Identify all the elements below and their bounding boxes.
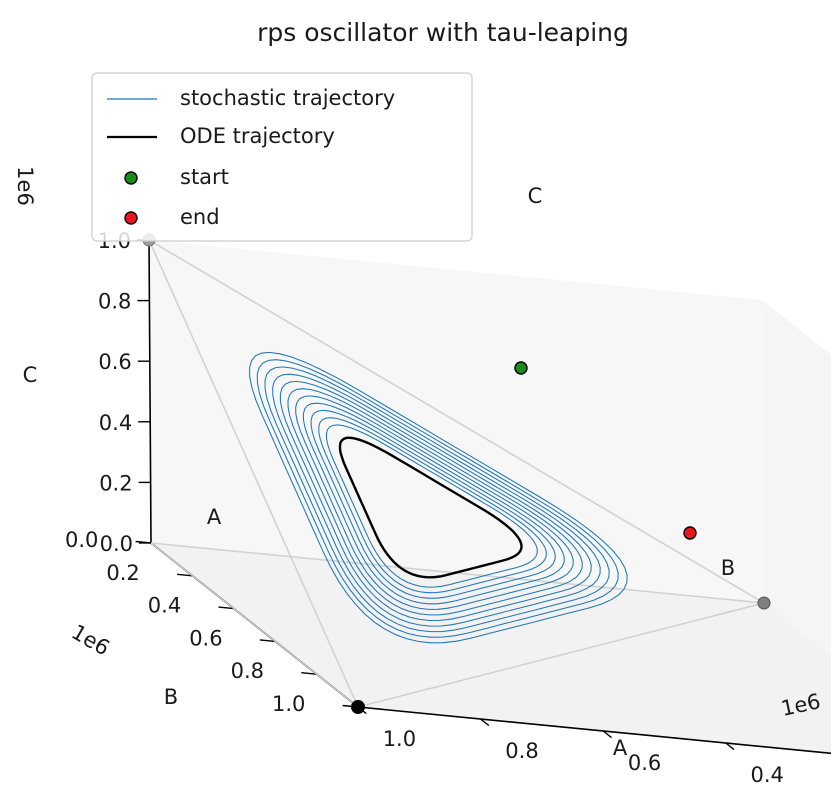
simplex-edge bbox=[150, 542, 359, 708]
axis-a-tick-label: 1.0 bbox=[383, 727, 416, 751]
axis-c-tick-label: 0.6 bbox=[98, 350, 131, 374]
axis-b-tick bbox=[301, 672, 317, 675]
axis-a-tick bbox=[725, 742, 735, 751]
axis-b-tick bbox=[259, 639, 276, 643]
legend-label-start: start bbox=[180, 165, 229, 189]
start-marker bbox=[514, 361, 528, 375]
axis-c-tick-label: 0.4 bbox=[99, 411, 132, 435]
axis-b-tick-label: 1.0 bbox=[272, 692, 305, 716]
vertex-marker-b bbox=[351, 700, 365, 714]
axis-line-c bbox=[148, 239, 152, 544]
end-marker bbox=[683, 526, 697, 540]
vertex-label-c: C bbox=[528, 184, 543, 208]
axis-a-label: A bbox=[613, 736, 628, 760]
stochastic-trajectory-loop bbox=[318, 417, 547, 594]
legend: stochastic trajectory ODE trajectory start… bbox=[91, 72, 473, 242]
axis-a-tick-label: 0.4 bbox=[750, 763, 783, 787]
axis-b-tick bbox=[177, 573, 193, 577]
simplex-triangle bbox=[142, 233, 771, 714]
axis-b-tick-label: 0.6 bbox=[189, 626, 222, 650]
floor-pane bbox=[151, 543, 831, 754]
axis-b-tick-label: 0.0 bbox=[65, 528, 98, 552]
back-pane-b bbox=[762, 300, 831, 657]
stochastic-trajectory-loop bbox=[264, 366, 610, 633]
vertex-label-a: A bbox=[207, 505, 222, 529]
stochastic-trajectory-loop bbox=[256, 359, 619, 638]
stochastic-trajectory-loop bbox=[302, 402, 565, 605]
stochastic-trajectory-loop bbox=[310, 409, 556, 599]
axis-b-tick-label: 0.4 bbox=[148, 594, 181, 618]
stochastic-trajectory-loop bbox=[295, 395, 574, 610]
simplex-edge bbox=[148, 239, 765, 604]
legend-label-ode: ODE trajectory bbox=[180, 124, 335, 148]
stochastic-trajectory-loop bbox=[249, 351, 628, 644]
axis-c-tick-label: 0.0 bbox=[100, 532, 133, 556]
legend-swatch-start bbox=[124, 171, 138, 185]
axis-a-tick-label: 0.6 bbox=[628, 751, 661, 775]
axis-b-offset: 1e6 bbox=[67, 620, 113, 661]
axis-b-tick bbox=[218, 606, 234, 610]
axis-b-tick-label: 0.2 bbox=[106, 561, 139, 585]
chart-title: rps oscillator with tau-leaping bbox=[257, 18, 629, 47]
series-layer bbox=[249, 351, 697, 644]
axis-c-label: C bbox=[23, 363, 38, 387]
axis-a-tick bbox=[480, 718, 490, 727]
simplex-edge bbox=[148, 239, 359, 708]
stochastic-trajectory-loop bbox=[272, 373, 601, 627]
axis-line-a bbox=[357, 706, 831, 755]
vertex-marker-a bbox=[757, 596, 771, 610]
ode-trajectory bbox=[338, 436, 523, 579]
axis-a-tick-label: 0.8 bbox=[505, 739, 538, 763]
axis-b-label: B bbox=[164, 685, 178, 709]
legend-label-stochastic: stochastic trajectory bbox=[180, 86, 395, 110]
vertex-label-b: B bbox=[721, 556, 735, 580]
axis-c-offset: 1e6 bbox=[13, 166, 37, 206]
legend-label-end: end bbox=[180, 205, 220, 229]
axis-c-tick-label: 0.2 bbox=[99, 471, 132, 495]
stochastic-trajectory-loop bbox=[287, 388, 583, 616]
stochastic-trajectory-loop bbox=[325, 424, 538, 588]
legend-swatch-end bbox=[124, 211, 138, 225]
text-layer: 0.00.20.40.60.81.00.00.20.40.60.81.00.00… bbox=[13, 18, 823, 787]
axis-c-tick-label: 0.8 bbox=[98, 290, 131, 314]
legend-box bbox=[91, 72, 473, 242]
axis-a-tick bbox=[602, 730, 612, 739]
axis-panes bbox=[149, 240, 831, 754]
simplex-edge bbox=[357, 602, 765, 708]
stochastic-trajectory-loop bbox=[279, 380, 592, 622]
axis-b-tick-label: 0.8 bbox=[231, 659, 264, 683]
